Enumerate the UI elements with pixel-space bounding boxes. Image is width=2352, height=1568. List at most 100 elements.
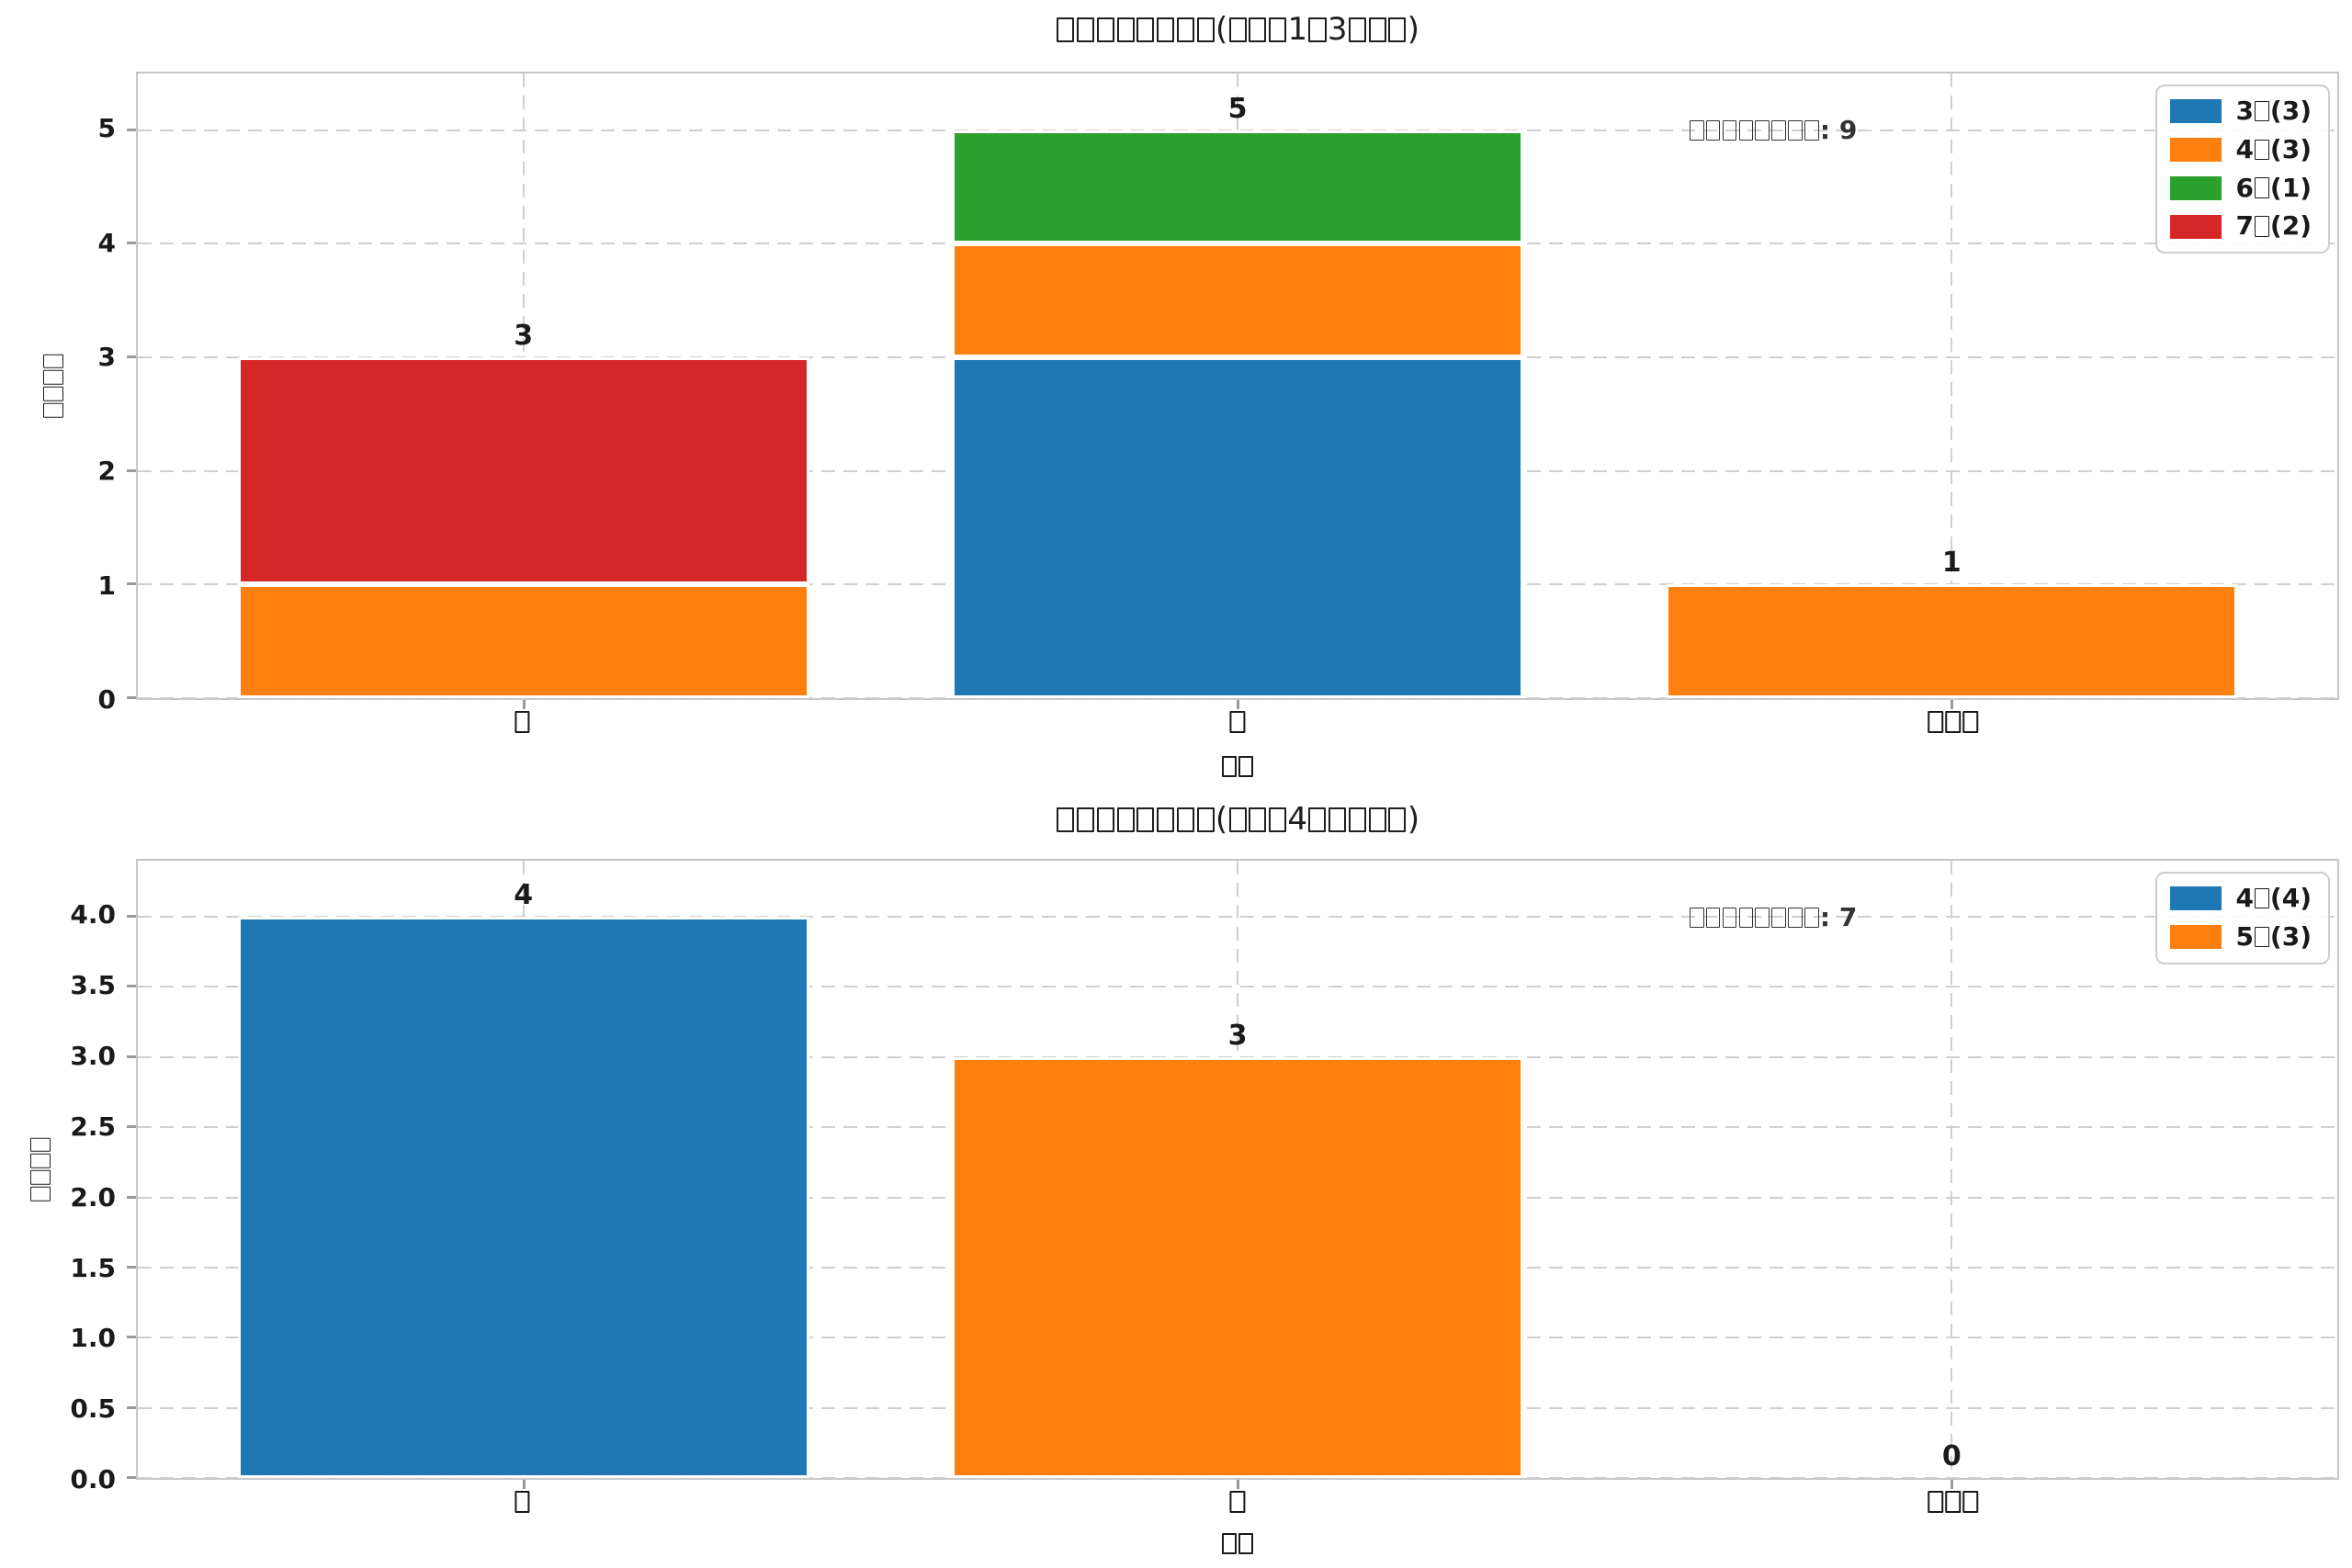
- bar-value-label: 3: [1227, 1019, 1248, 1052]
- bar-segment: [237, 357, 809, 585]
- legend-label: 4 (3): [2235, 133, 2312, 164]
- missing-glyph-box: [1788, 907, 1803, 929]
- tick-mark: [127, 242, 136, 245]
- tick-mark: [127, 696, 136, 699]
- tick-mark: [1237, 1480, 1239, 1489]
- y-tick-label: 1.5: [70, 1252, 116, 1283]
- missing-glyph-box: [1962, 1491, 1979, 1514]
- legend-color-swatch-icon: [2169, 214, 2222, 239]
- missing-glyph-box: [1057, 807, 1075, 832]
- bar-segment: [1666, 584, 2238, 698]
- legend: 4 (4) 5 (3): [2154, 872, 2330, 964]
- missing-glyph-box: [1136, 807, 1155, 832]
- bar-segment: [952, 357, 1523, 698]
- missing-glyph-box: [1116, 17, 1135, 42]
- missing-glyph-box: [1788, 119, 1803, 141]
- bar-segment: [237, 917, 809, 1478]
- missing-glyph-box: [1077, 17, 1095, 42]
- bar-segment: [952, 130, 1523, 244]
- missing-glyph-box: [1229, 1491, 1246, 1514]
- y-tick-label: 0.5: [70, 1393, 116, 1425]
- missing-glyph-box: [1689, 119, 1704, 141]
- y-tick-label: 0: [97, 684, 116, 715]
- y-tick-label: 4: [97, 227, 116, 258]
- tick-mark: [127, 1405, 136, 1409]
- legend-label: 6 (1): [2235, 172, 2312, 203]
- missing-glyph-box: [1804, 119, 1819, 141]
- tick-mark: [127, 1336, 136, 1339]
- missing-glyph-box: [1077, 807, 1095, 832]
- missing-glyph-box: [1249, 807, 1267, 832]
- x-axis-label: [136, 753, 2339, 780]
- plot-area: : 9 3 5 1 3 (3) 4 (3) 6 (1) 7 (2): [127, 72, 2339, 709]
- x-tick-label: [1927, 1489, 1980, 1517]
- missing-glyph-box: [1705, 119, 1721, 141]
- missing-glyph-box: [1755, 119, 1770, 141]
- bar-segment: [952, 1056, 1523, 1478]
- y-tick-label: 3.0: [70, 1041, 116, 1072]
- missing-glyph-box: [1945, 1491, 1961, 1514]
- missing-glyph-box: [1368, 17, 1386, 42]
- missing-glyph-box: [1196, 807, 1215, 832]
- tick-mark: [1237, 700, 1239, 709]
- legend-label: 7 (2): [2235, 210, 2312, 242]
- missing-glyph-box: [1228, 807, 1247, 832]
- y-tick-label: 2.0: [70, 1181, 116, 1213]
- tick-mark: [127, 468, 136, 472]
- missing-glyph-box: [1238, 1533, 1254, 1555]
- x-tick-label: [1228, 1489, 1246, 1517]
- tick-mark: [127, 985, 136, 988]
- x-axis-label: [136, 1530, 2339, 1557]
- missing-glyph-box: [1096, 807, 1114, 832]
- missing-glyph-box: [1348, 17, 1366, 42]
- missing-glyph-box: [1771, 907, 1786, 929]
- missing-glyph-box: [1388, 17, 1407, 42]
- x-tick-label: [514, 1489, 531, 1517]
- legend-item: 6 (1): [2169, 172, 2312, 203]
- y-tick-label: 3: [97, 341, 116, 372]
- gridline: [1951, 73, 1953, 698]
- legend-color-swatch-icon: [2169, 138, 2222, 163]
- chart-title: (4): [136, 801, 2339, 838]
- missing-glyph-box: [2255, 926, 2269, 948]
- bar-value-label: 3: [514, 320, 534, 353]
- legend-color-swatch-icon: [2169, 99, 2222, 124]
- x-tick-label: [514, 709, 531, 737]
- gridline: [138, 1477, 2337, 1479]
- missing-glyph-box: [1368, 807, 1386, 832]
- missing-glyph-box: [1308, 807, 1327, 832]
- tick-mark: [522, 1480, 526, 1489]
- missing-glyph-box: [1705, 907, 1721, 929]
- y-tick-label: 5: [97, 113, 116, 144]
- tick-mark: [127, 1195, 136, 1199]
- missing-glyph-box: [1738, 907, 1754, 929]
- missing-glyph-box: [1238, 756, 1254, 778]
- bar-segment: [237, 584, 809, 698]
- missing-glyph-box: [1308, 17, 1327, 42]
- y-tick-label: 1: [97, 570, 116, 601]
- total-annotation: : 7: [1689, 902, 1857, 932]
- bar-value-label: 1: [1941, 547, 1962, 580]
- missing-glyph-box: [1722, 907, 1737, 929]
- missing-glyph-box: [1221, 756, 1237, 778]
- missing-glyph-box: [2255, 139, 2269, 161]
- missing-glyph-box: [1689, 907, 1704, 929]
- missing-glyph-box: [514, 711, 530, 734]
- bar-value-label: 4: [514, 879, 534, 912]
- missing-glyph-box: [514, 1491, 530, 1514]
- missing-glyph-box: [1329, 807, 1347, 832]
- missing-glyph-box: [1136, 17, 1155, 42]
- tick-mark: [522, 700, 526, 709]
- missing-glyph-box: [1176, 17, 1194, 42]
- missing-glyph-box: [1157, 17, 1175, 42]
- plot-area: : 7 4 3 0 4 (4) 5 (3): [127, 859, 2339, 1489]
- missing-glyph-box: [1269, 17, 1287, 42]
- legend-item: 5 (3): [2169, 922, 2312, 952]
- legend-color-swatch-icon: [2169, 175, 2222, 200]
- tick-mark: [1951, 700, 1954, 709]
- legend-item: 3 (3): [2169, 96, 2312, 126]
- bar-value-label: 0: [1941, 1440, 1962, 1472]
- missing-glyph-box: [1962, 711, 1979, 734]
- missing-glyph-box: [1229, 711, 1246, 734]
